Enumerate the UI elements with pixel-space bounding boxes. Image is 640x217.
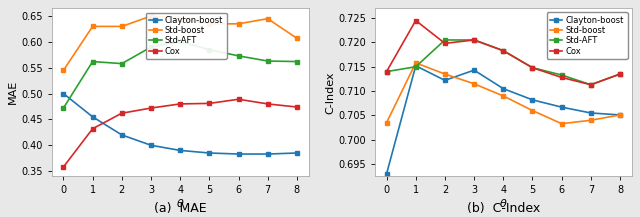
Clayton-boost: [264, 153, 271, 155]
Legend: Clayton-boost, Std-boost, Std-AFT, Cox: Clayton-boost, Std-boost, Std-AFT, Cox: [146, 13, 227, 59]
Cox: [89, 127, 97, 130]
Legend: Clayton-boost, Std-boost, Std-AFT, Cox: Clayton-boost, Std-boost, Std-AFT, Cox: [547, 13, 627, 59]
Clayton-boost: [499, 87, 507, 90]
Clayton-boost: [89, 115, 97, 118]
Std-AFT: [205, 48, 213, 51]
Line: Cox: Cox: [61, 97, 300, 169]
Clayton-boost: [60, 92, 67, 95]
Std-boost: [147, 15, 155, 17]
Std-boost: [383, 121, 390, 124]
Std-boost: [235, 23, 243, 25]
Clayton-boost: [147, 144, 155, 146]
Std-boost: [616, 114, 624, 116]
Cox: [587, 84, 595, 86]
Std-boost: [264, 17, 271, 20]
Cox: [147, 107, 155, 109]
Std-AFT: [587, 84, 595, 86]
Std-AFT: [383, 70, 390, 73]
Cox: [264, 103, 271, 105]
Clayton-boost: [293, 152, 301, 154]
Std-boost: [60, 69, 67, 72]
Clayton-boost: [529, 99, 536, 101]
Std-boost: [529, 109, 536, 112]
Std-boost: [587, 119, 595, 122]
Cox: [383, 70, 390, 73]
Std-AFT: [470, 39, 478, 41]
Std-AFT: [176, 40, 184, 43]
Std-boost: [176, 17, 184, 20]
Line: Cox: Cox: [384, 18, 623, 87]
Std-AFT: [60, 107, 67, 109]
Clayton-boost: [383, 173, 390, 175]
Std-AFT: [118, 62, 125, 65]
Y-axis label: MAE: MAE: [8, 80, 19, 104]
Std-AFT: [616, 73, 624, 75]
Cox: [499, 49, 507, 52]
Std-AFT: [412, 66, 420, 68]
Line: Std-AFT: Std-AFT: [384, 38, 623, 87]
Line: Std-boost: Std-boost: [384, 60, 623, 126]
Line: Clayton-boost: Clayton-boost: [384, 63, 623, 176]
Clayton-boost: [587, 112, 595, 114]
Cox: [293, 106, 301, 108]
Std-AFT: [235, 54, 243, 57]
Std-boost: [293, 37, 301, 39]
Std-boost: [412, 62, 420, 64]
Clayton-boost: [176, 149, 184, 152]
Std-AFT: [529, 66, 536, 69]
Std-boost: [205, 23, 213, 25]
Clayton-boost: [441, 79, 449, 82]
Cox: [558, 76, 566, 79]
Cox: [235, 98, 243, 100]
Std-AFT: [558, 74, 566, 76]
Clayton-boost: [118, 134, 125, 136]
Std-boost: [470, 82, 478, 85]
Std-boost: [89, 25, 97, 28]
Cox: [470, 39, 478, 41]
Line: Std-AFT: Std-AFT: [61, 39, 300, 110]
Std-boost: [118, 25, 125, 28]
Clayton-boost: [558, 106, 566, 108]
Clayton-boost: [616, 114, 624, 116]
Clayton-boost: [235, 153, 243, 155]
Std-boost: [441, 73, 449, 75]
Cox: [176, 103, 184, 105]
Std-boost: [499, 95, 507, 97]
Clayton-boost: [412, 64, 420, 67]
Std-AFT: [264, 60, 271, 62]
Cox: [205, 102, 213, 105]
Std-AFT: [441, 39, 449, 41]
Std-AFT: [89, 60, 97, 63]
Std-boost: [558, 122, 566, 125]
Line: Std-boost: Std-boost: [61, 14, 300, 73]
X-axis label: $\theta$: $\theta$: [176, 197, 184, 209]
Std-AFT: [147, 46, 155, 48]
Y-axis label: C-Index: C-Index: [325, 71, 335, 113]
Std-AFT: [499, 49, 507, 52]
Clayton-boost: [470, 69, 478, 71]
Cox: [60, 166, 67, 168]
Cox: [529, 66, 536, 69]
Line: Clayton-boost: Clayton-boost: [61, 91, 300, 156]
Cox: [441, 42, 449, 45]
Cox: [412, 19, 420, 22]
Text: (a)  MAE: (a) MAE: [154, 202, 207, 215]
Cox: [616, 73, 624, 75]
X-axis label: $\theta$: $\theta$: [499, 197, 508, 209]
Std-AFT: [293, 60, 301, 63]
Text: (b)  C-Index: (b) C-Index: [467, 202, 540, 215]
Clayton-boost: [205, 152, 213, 154]
Cox: [118, 112, 125, 115]
